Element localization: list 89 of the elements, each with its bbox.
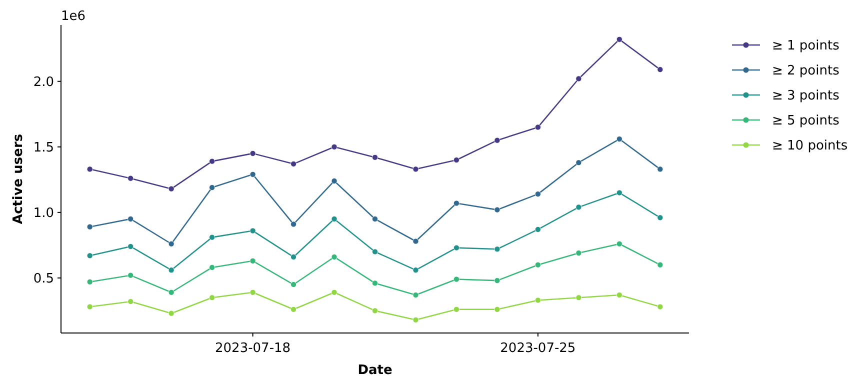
y-tick-label: 0.5 (33, 272, 54, 287)
point (290, 254, 297, 260)
point (250, 150, 256, 156)
point (290, 160, 297, 167)
point (372, 280, 378, 286)
point (250, 171, 256, 178)
point (576, 204, 582, 210)
point (209, 264, 216, 270)
legend-label: ≥ 2 points (772, 64, 840, 79)
point (290, 221, 297, 228)
point (372, 216, 378, 222)
point (331, 289, 338, 296)
point (372, 154, 378, 160)
x-tick-label: 2023-07-18 (215, 341, 291, 356)
point (657, 214, 664, 221)
point (616, 292, 622, 298)
point (453, 276, 460, 282)
point (331, 254, 338, 260)
point (331, 178, 338, 184)
y-axis-title: Active users (11, 134, 26, 224)
legend-label: ≥ 5 points (772, 114, 840, 129)
point (128, 272, 134, 278)
x-tick-label: 2023-07-25 (500, 341, 576, 356)
point (250, 258, 256, 264)
point (576, 294, 582, 301)
point (372, 308, 378, 314)
point (412, 316, 419, 323)
y-tick-label: 1.5 (33, 140, 54, 156)
point (494, 206, 500, 213)
point (494, 246, 500, 252)
point (128, 175, 134, 182)
point (494, 137, 500, 144)
point (534, 124, 541, 130)
legend-label: ≥ 10 points (772, 138, 848, 154)
point (657, 262, 664, 268)
point (86, 278, 93, 285)
point (576, 250, 582, 256)
point (576, 76, 582, 82)
point (494, 306, 500, 312)
point (534, 226, 541, 232)
point (209, 184, 216, 191)
point (412, 267, 419, 274)
point (86, 252, 93, 259)
point (290, 282, 297, 288)
point (453, 244, 460, 251)
point (657, 304, 664, 310)
point (331, 144, 338, 150)
point (616, 136, 622, 142)
point (534, 262, 541, 268)
point (372, 248, 378, 255)
point (168, 289, 174, 296)
point (128, 216, 134, 222)
point (616, 190, 622, 196)
point (168, 240, 174, 247)
point (616, 36, 622, 42)
point (128, 298, 134, 305)
point (494, 278, 500, 284)
text: 1e6 (61, 9, 86, 24)
point (657, 66, 664, 73)
x-axis-title: Date (358, 363, 392, 378)
point (453, 306, 460, 312)
point (86, 304, 93, 310)
point (86, 224, 93, 230)
point (290, 306, 297, 312)
point (168, 186, 174, 192)
point (616, 240, 622, 247)
point (453, 200, 460, 206)
point (331, 216, 338, 222)
point (576, 160, 582, 166)
point (250, 228, 256, 234)
point (209, 234, 216, 240)
legend-label: ≥ 3 points (772, 88, 840, 104)
point (534, 297, 541, 304)
point (453, 156, 460, 163)
point (412, 292, 419, 298)
point (128, 244, 134, 250)
point (534, 191, 541, 198)
y-tick-label: 2.0 (33, 74, 54, 90)
legend-label: ≥ 1 points (772, 38, 840, 54)
point (209, 158, 216, 164)
point (412, 238, 419, 244)
point (168, 267, 174, 274)
point (86, 166, 93, 172)
point (168, 310, 174, 316)
y-tick-label: 1.0 (33, 206, 54, 221)
point (250, 289, 256, 296)
point (657, 166, 664, 172)
point (209, 294, 216, 301)
point (412, 166, 419, 172)
